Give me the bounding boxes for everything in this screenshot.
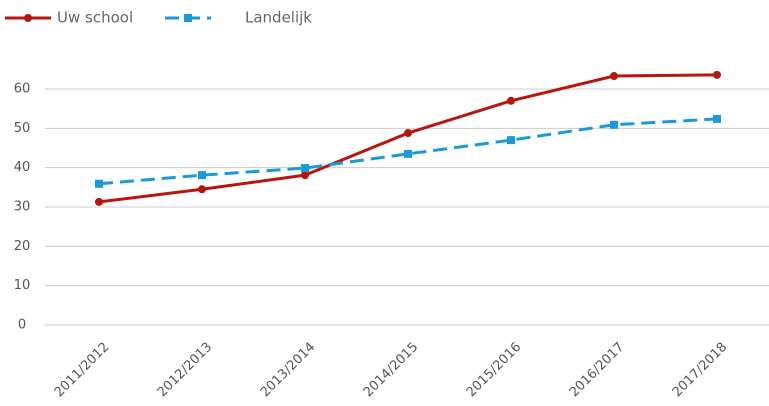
x-tick-label: 2017/2018	[670, 340, 731, 401]
x-tick-label: 2014/2015	[361, 340, 422, 401]
y-tick-label: 0	[18, 318, 26, 333]
legend-marker	[184, 14, 192, 22]
data-point	[610, 120, 618, 129]
x-tick-label: 2011/2012	[52, 340, 113, 401]
legend-label: Landelijk	[245, 9, 312, 27]
data-point	[301, 164, 309, 173]
y-tick-label: 50	[14, 121, 31, 136]
series-line	[98, 73, 718, 204]
x-tick-label: 2015/2016	[464, 340, 525, 401]
legend-item: Landelijk	[165, 9, 312, 27]
legend-marker	[24, 14, 32, 22]
legend-item: Uw school	[5, 9, 133, 27]
data-point	[610, 72, 618, 81]
y-tick-label: 20	[14, 239, 31, 254]
y-tick-label: 10	[14, 278, 31, 293]
data-point	[507, 136, 515, 145]
y-tick-label: 40	[14, 160, 31, 175]
data-point	[404, 129, 412, 138]
x-tick-label: 2013/2014	[258, 340, 319, 401]
y-tick-label: 30	[14, 200, 31, 215]
data-point	[713, 114, 721, 123]
data-point	[198, 185, 206, 194]
data-point	[198, 171, 206, 180]
data-point	[95, 197, 103, 206]
legend-label: Uw school	[57, 9, 133, 27]
data-point	[301, 171, 309, 180]
data-point	[95, 179, 103, 188]
x-tick-label: 2012/2013	[155, 340, 216, 401]
y-tick-label: 60	[14, 82, 31, 97]
x-tick-label: 2016/2017	[567, 340, 628, 401]
data-point	[507, 96, 515, 105]
data-point	[404, 149, 412, 158]
data-point	[713, 70, 721, 79]
